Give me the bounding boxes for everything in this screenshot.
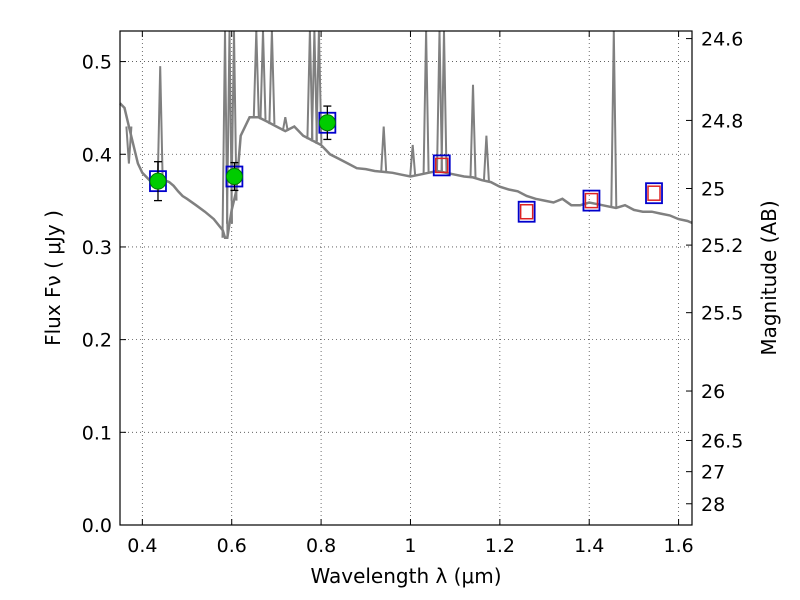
y-axis-ticks: 0.0 0.1 0.2 0.3 0.4 0.5	[82, 52, 126, 537]
plot-frame	[119, 30, 693, 526]
y-axis-label: Flux Fν ( μJy )	[41, 210, 65, 346]
emission-line	[482, 135, 490, 182]
model-photometry-box	[645, 182, 663, 205]
photometry-points	[149, 105, 663, 223]
emission-line	[259, 30, 267, 120]
right-y-axis-ticks: 24.6 24.8 25 25.2 25.5 26 26.5 27 28	[686, 29, 743, 516]
emission-line	[409, 144, 417, 177]
upper-limit-box	[519, 203, 534, 220]
upper-limit-box	[647, 185, 661, 201]
emission-line	[281, 117, 289, 132]
emission-line	[422, 30, 430, 174]
x-tick-label: 1.6	[663, 535, 693, 557]
observed-photometry-point	[318, 114, 336, 132]
model-photometry-box	[582, 189, 601, 212]
right-y-tick-label: 26.5	[701, 430, 743, 452]
right-y-tick-label: 25	[701, 178, 725, 200]
x-tick-label: 1.4	[574, 535, 604, 557]
model-photometry-box	[432, 154, 451, 177]
y-tick-label: 0.1	[82, 422, 112, 444]
y-tick-label: 0.3	[82, 237, 112, 259]
emission-line	[469, 84, 477, 178]
emission-line	[440, 30, 448, 173]
right-y-tick-label: 25.2	[701, 235, 743, 257]
right-y-tick-label: 24.8	[701, 110, 743, 132]
right-y-tick-label: 24.6	[701, 29, 743, 51]
emission-line	[610, 30, 618, 208]
x-axis-label: Wavelength λ (μm)	[310, 564, 501, 588]
y-tick-label: 0.2	[82, 330, 112, 352]
upper-limit-box	[435, 157, 449, 174]
grid-lines	[120, 31, 692, 526]
right-y-tick-label: 25.5	[701, 303, 743, 325]
observed-photometry-point	[149, 172, 167, 190]
right-y-tick-label: 27	[701, 462, 725, 484]
x-tick-label: 1	[404, 535, 416, 557]
x-axis-ticks: 0.4 0.6 0.8 1 1.2 1.4 1.6	[127, 31, 694, 557]
model-photometry-box	[517, 200, 536, 223]
x-tick-label: 0.6	[217, 535, 247, 557]
model-spectrum-line	[119, 102, 693, 239]
y-tick-label: 0.0	[82, 515, 112, 537]
emission-line	[125, 126, 133, 164]
emission-line	[156, 66, 164, 183]
x-tick-label: 0.4	[127, 535, 157, 557]
emission-line	[268, 30, 276, 125]
right-y-axis-label: Magnitude (AB)	[757, 200, 781, 355]
x-tick-label: 0.8	[306, 535, 336, 557]
y-tick-label: 0.4	[82, 144, 112, 166]
emission-line	[252, 30, 260, 118]
plot-area	[119, 30, 693, 239]
right-y-tick-label: 26	[701, 381, 725, 403]
x-tick-label: 1.2	[485, 535, 515, 557]
upper-limit-box	[584, 192, 599, 209]
y-tick-label: 0.5	[82, 52, 112, 74]
emission-line	[380, 126, 388, 172]
right-y-tick-label: 28	[701, 494, 725, 516]
observed-photometry-point	[225, 168, 243, 186]
